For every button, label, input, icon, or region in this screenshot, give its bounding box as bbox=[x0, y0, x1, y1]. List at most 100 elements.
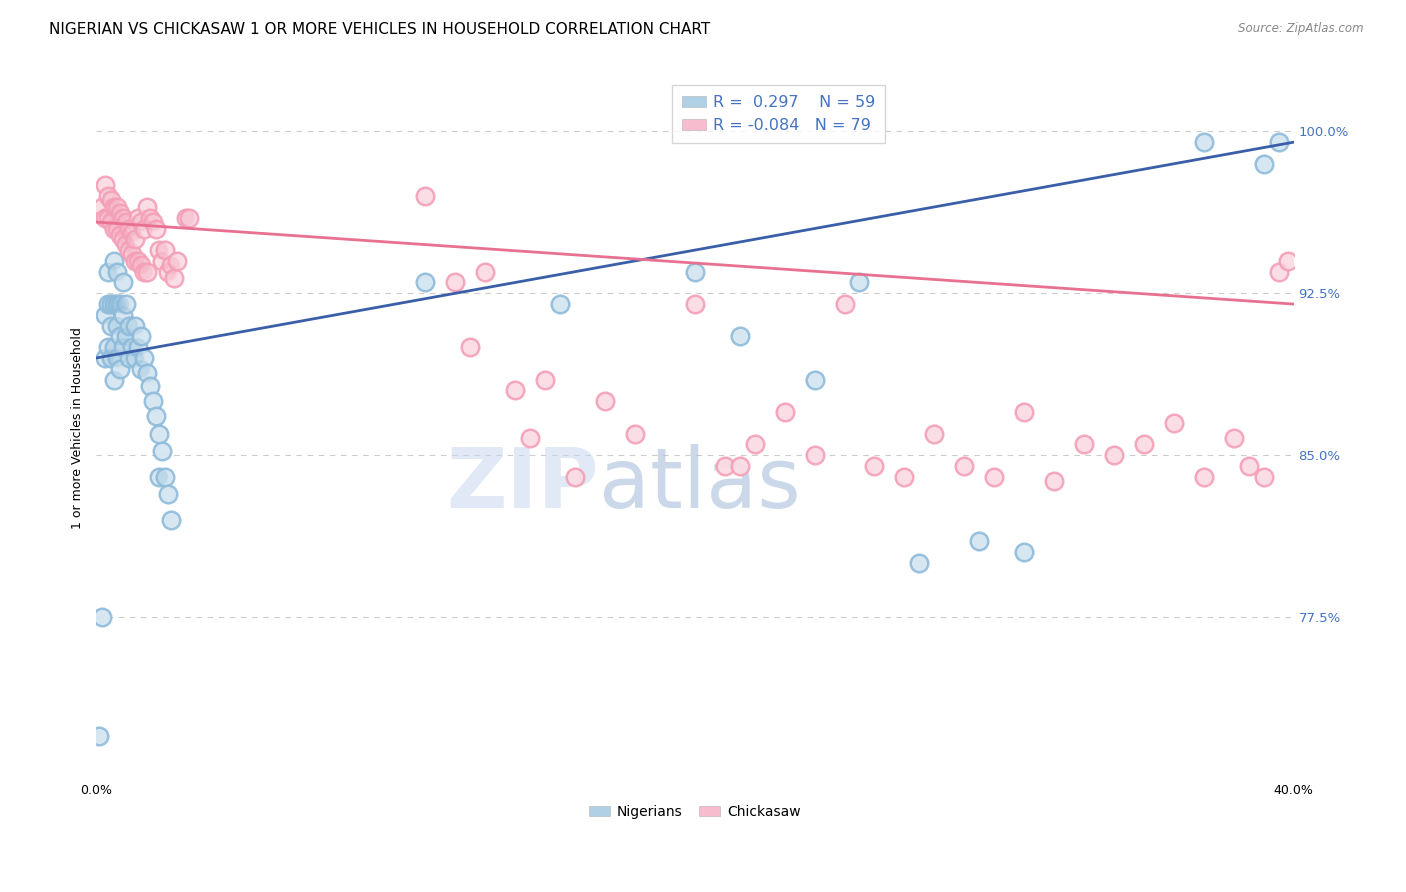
Point bbox=[444, 276, 467, 290]
Point bbox=[142, 394, 165, 409]
Point bbox=[1267, 265, 1289, 279]
Point bbox=[132, 265, 155, 279]
Point bbox=[153, 243, 176, 257]
Point bbox=[1267, 135, 1289, 149]
Point bbox=[103, 340, 125, 354]
Point bbox=[728, 458, 751, 473]
Point bbox=[1267, 135, 1289, 149]
Point bbox=[108, 329, 131, 343]
Point bbox=[124, 253, 146, 268]
Point bbox=[136, 366, 159, 380]
Point bbox=[94, 178, 117, 193]
Y-axis label: 1 or more Vehicles in Household: 1 or more Vehicles in Household bbox=[72, 327, 84, 529]
Point bbox=[744, 437, 766, 451]
Point bbox=[115, 236, 138, 251]
Point bbox=[105, 297, 128, 311]
Point bbox=[111, 232, 134, 246]
Point bbox=[415, 276, 437, 290]
Point bbox=[127, 253, 149, 268]
Point bbox=[1192, 135, 1215, 149]
Point bbox=[129, 258, 152, 272]
Point bbox=[1277, 253, 1299, 268]
Point bbox=[111, 340, 134, 354]
Point bbox=[1267, 265, 1289, 279]
Point bbox=[458, 340, 481, 354]
Point bbox=[744, 437, 766, 451]
Point bbox=[105, 265, 128, 279]
Point bbox=[103, 340, 125, 354]
Point bbox=[105, 200, 128, 214]
Point bbox=[124, 232, 146, 246]
Point bbox=[848, 276, 870, 290]
Point bbox=[129, 361, 152, 376]
Point bbox=[953, 458, 976, 473]
Point bbox=[121, 226, 143, 240]
Point bbox=[415, 189, 437, 203]
Point bbox=[118, 243, 141, 257]
Point bbox=[118, 351, 141, 365]
Point bbox=[474, 265, 496, 279]
Point bbox=[142, 215, 165, 229]
Point bbox=[139, 379, 162, 393]
Point bbox=[100, 215, 122, 229]
Point bbox=[834, 297, 856, 311]
Point bbox=[1237, 458, 1260, 473]
Point bbox=[103, 200, 125, 214]
Point bbox=[983, 469, 1005, 483]
Point bbox=[111, 308, 134, 322]
Point bbox=[1253, 157, 1275, 171]
Point bbox=[145, 409, 167, 424]
Point bbox=[124, 318, 146, 333]
Point bbox=[1102, 448, 1125, 462]
Point bbox=[127, 340, 149, 354]
Point bbox=[100, 297, 122, 311]
Point bbox=[94, 308, 117, 322]
Point bbox=[150, 253, 173, 268]
Point bbox=[177, 211, 200, 225]
Point bbox=[105, 221, 128, 235]
Point bbox=[983, 469, 1005, 483]
Point bbox=[1073, 437, 1095, 451]
Point bbox=[111, 276, 134, 290]
Point bbox=[519, 431, 541, 445]
Point bbox=[953, 458, 976, 473]
Point bbox=[848, 276, 870, 290]
Point bbox=[118, 318, 141, 333]
Point bbox=[160, 513, 183, 527]
Point bbox=[728, 329, 751, 343]
Point bbox=[1133, 437, 1156, 451]
Point bbox=[105, 221, 128, 235]
Point bbox=[415, 189, 437, 203]
Point bbox=[156, 487, 179, 501]
Point bbox=[1163, 416, 1185, 430]
Point bbox=[1043, 474, 1066, 488]
Point bbox=[174, 211, 197, 225]
Point bbox=[136, 200, 159, 214]
Point bbox=[1277, 253, 1299, 268]
Point bbox=[111, 232, 134, 246]
Point bbox=[415, 276, 437, 290]
Point bbox=[100, 318, 122, 333]
Point bbox=[105, 200, 128, 214]
Point bbox=[1012, 545, 1035, 559]
Point bbox=[444, 276, 467, 290]
Point bbox=[129, 361, 152, 376]
Point bbox=[593, 394, 616, 409]
Point bbox=[97, 297, 120, 311]
Point bbox=[148, 243, 170, 257]
Point bbox=[118, 221, 141, 235]
Point bbox=[103, 253, 125, 268]
Point bbox=[967, 534, 990, 549]
Point bbox=[145, 221, 167, 235]
Point bbox=[474, 265, 496, 279]
Point bbox=[97, 211, 120, 225]
Point bbox=[1253, 469, 1275, 483]
Text: Source: ZipAtlas.com: Source: ZipAtlas.com bbox=[1239, 22, 1364, 36]
Point bbox=[1253, 157, 1275, 171]
Point bbox=[153, 243, 176, 257]
Point bbox=[148, 426, 170, 441]
Point bbox=[624, 426, 647, 441]
Point bbox=[108, 206, 131, 220]
Point bbox=[103, 373, 125, 387]
Point bbox=[127, 340, 149, 354]
